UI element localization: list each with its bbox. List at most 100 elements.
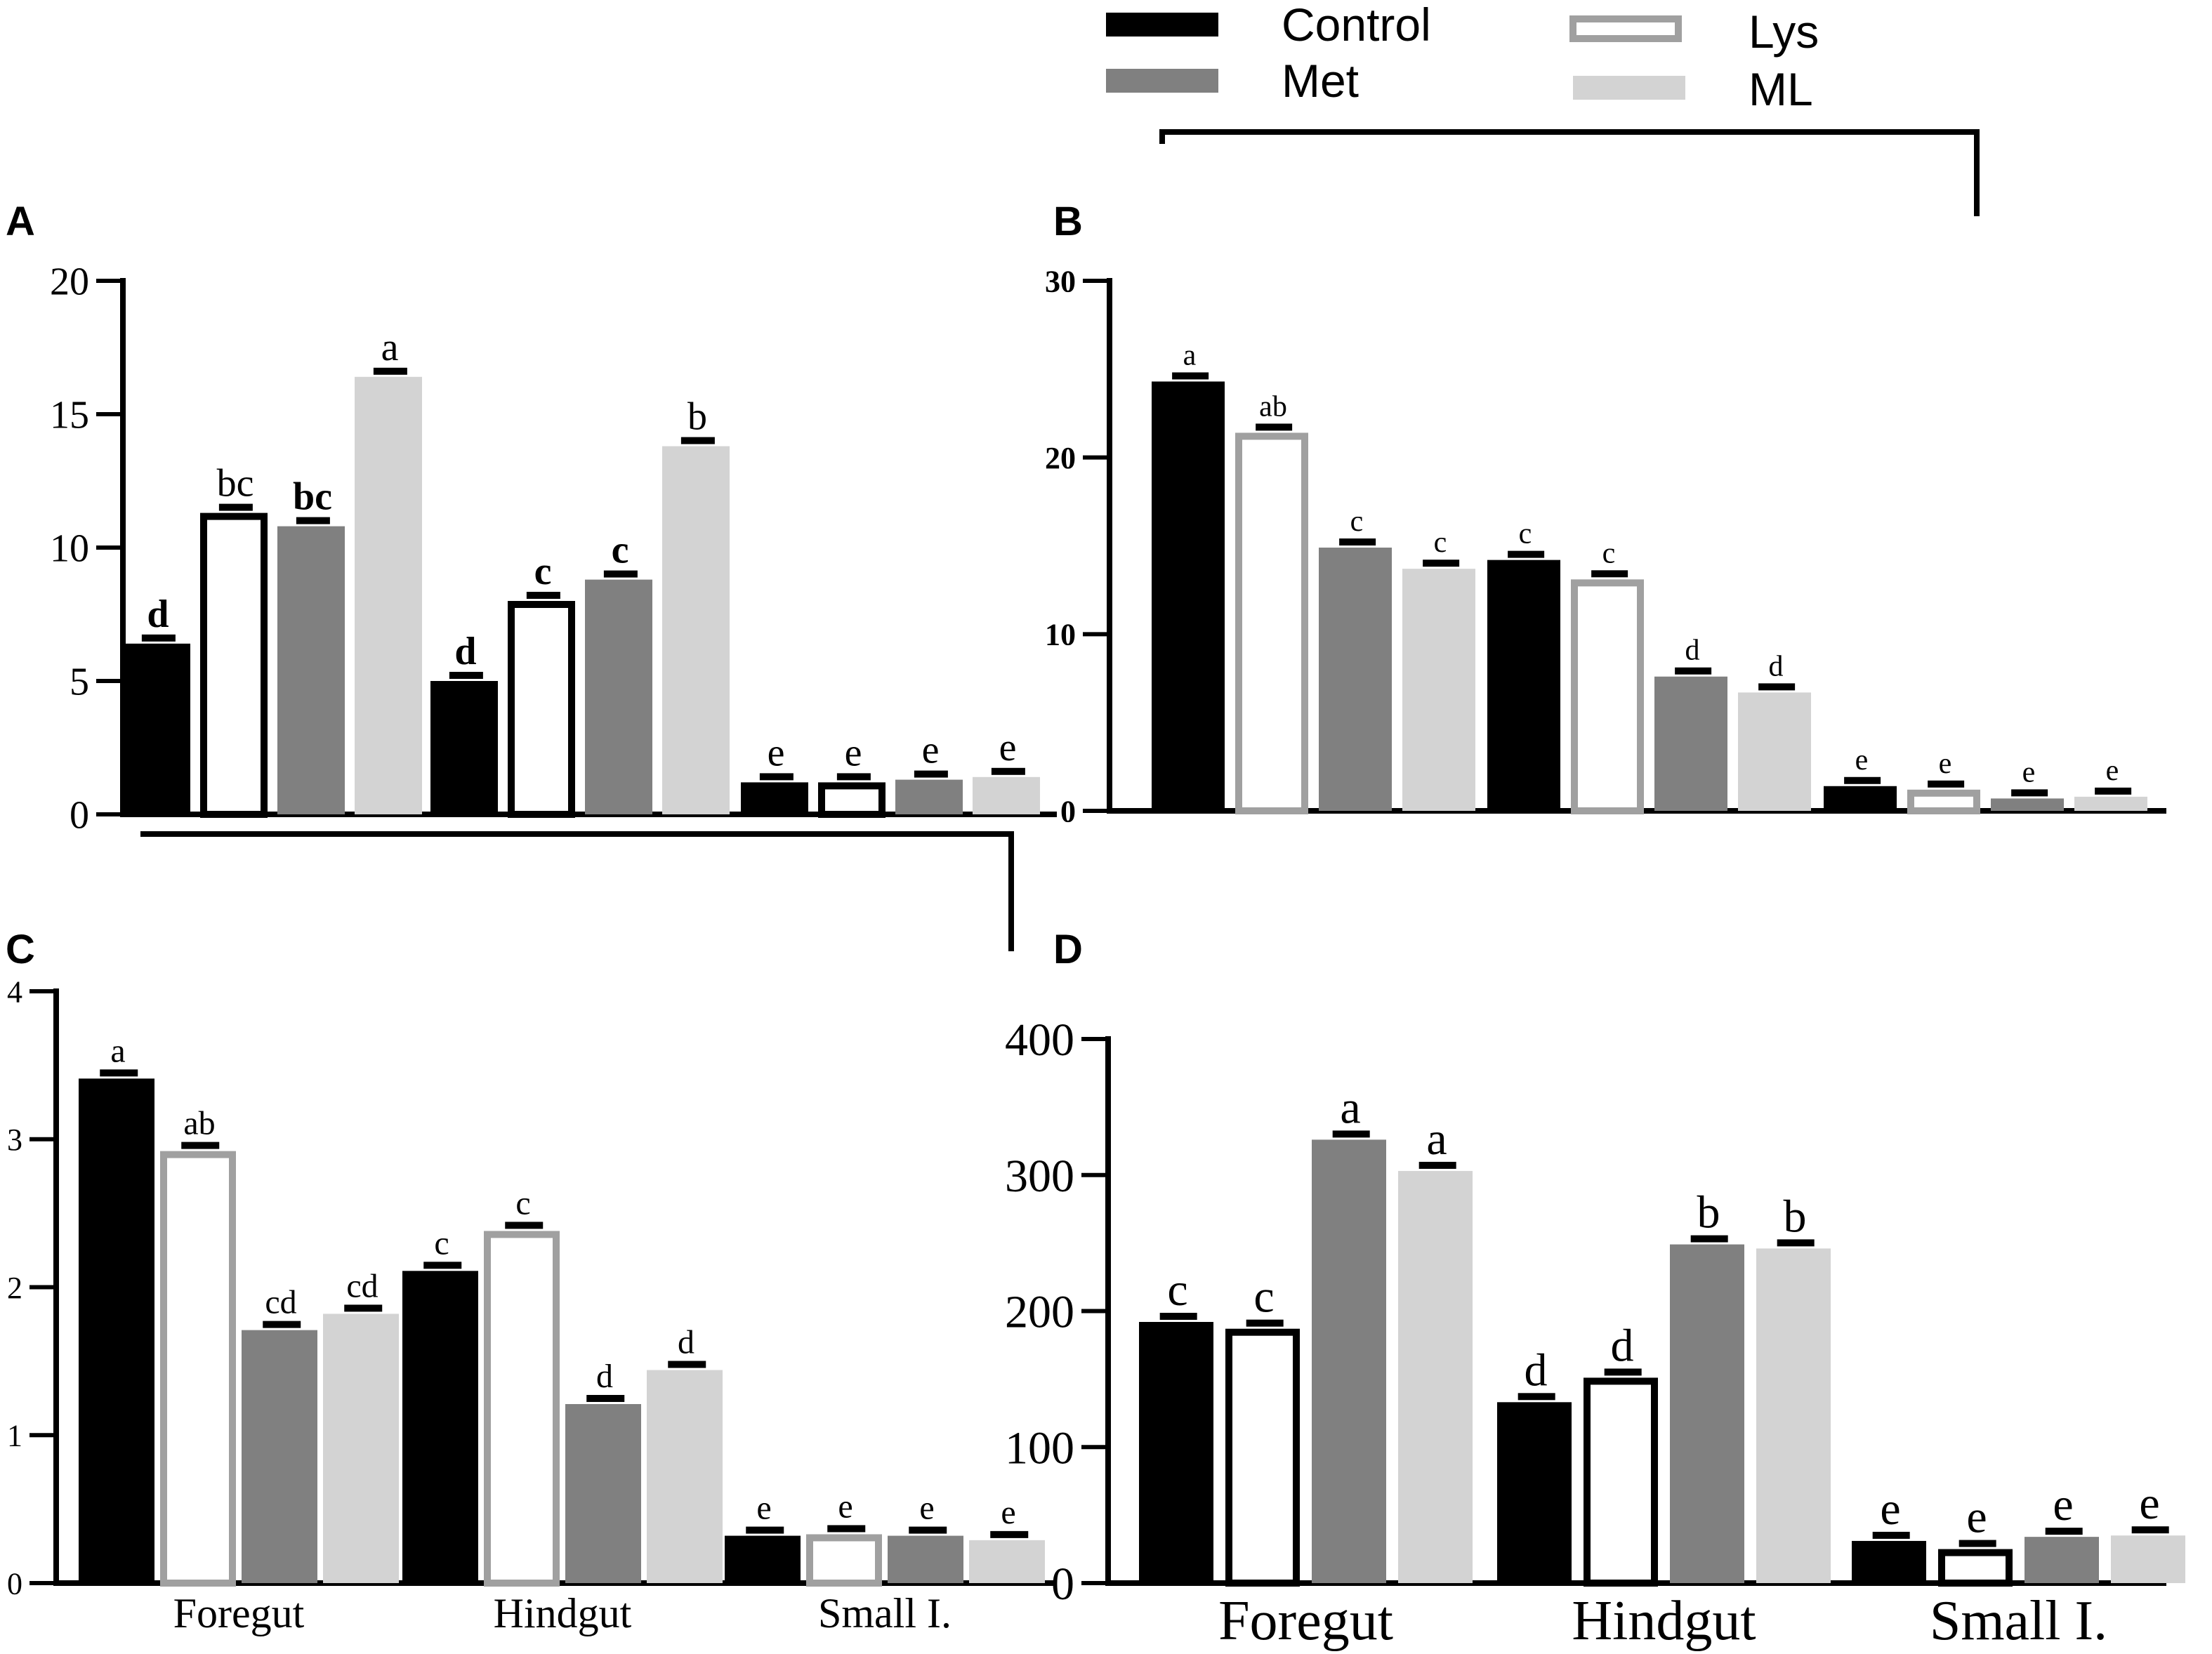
significance-label: e — [999, 726, 1017, 769]
error-bar-cap — [1928, 780, 1965, 788]
significance-label: c — [1350, 505, 1364, 538]
bar-lys — [1235, 432, 1308, 814]
bar-met — [1312, 1139, 1386, 1583]
significance-label: e — [1966, 1492, 1987, 1543]
legend-swatch-control — [1106, 13, 1218, 37]
bar-met — [1991, 798, 2064, 811]
bar-lys — [818, 782, 886, 819]
error-bar-cap — [1958, 1540, 1996, 1547]
bar-control — [1497, 1402, 1572, 1583]
error-bar-cap — [423, 1262, 462, 1269]
legend-label-ml: ML — [1749, 63, 1813, 115]
bar-lys — [200, 512, 268, 818]
category-label: Small I. — [818, 1590, 952, 1636]
significance-label: d — [147, 593, 169, 636]
error-bar-cap — [746, 1526, 784, 1534]
bar-met — [2025, 1537, 2099, 1583]
significance-label: a — [110, 1032, 125, 1069]
bar-ml — [323, 1314, 399, 1583]
error-bar-cap — [141, 634, 176, 642]
significance-label: e — [1880, 1483, 1900, 1535]
error-bar-cap — [1423, 560, 1460, 567]
significance-label: b — [1784, 1191, 1807, 1242]
error-bar-cap — [1690, 1235, 1728, 1243]
category-label: Foregut — [1218, 1590, 1393, 1652]
bar-met — [277, 526, 345, 814]
bar-lys — [1907, 789, 1980, 815]
panel-letter-d: D — [1053, 927, 1083, 972]
bar-ml — [1756, 1248, 1831, 1583]
y-tick-label: 20 — [1045, 441, 1076, 475]
error-bar-cap — [1508, 550, 1545, 558]
bar-lys — [484, 1231, 560, 1587]
significance-label: d — [1525, 1344, 1548, 1396]
category-label: Small I. — [1930, 1590, 2107, 1652]
error-bar-cap — [827, 1525, 866, 1533]
bar-ml — [1738, 692, 1811, 811]
bar-ml — [1398, 1170, 1473, 1583]
significance-label: c — [1253, 1271, 1274, 1323]
y-tick-label: 300 — [1005, 1151, 1074, 1202]
legend-swatch-ml — [1573, 76, 1685, 100]
error-bar-cap — [2095, 787, 2132, 795]
bar-lys — [508, 601, 575, 818]
panel-a-chart: 0 5 10 15 20 d bc bc a d c c b e e e e — [50, 260, 1057, 838]
significance-label: e — [2053, 1479, 2073, 1530]
significance-label: e — [1001, 1494, 1015, 1531]
y-tick-label: 1 — [7, 1419, 22, 1453]
error-bar-cap — [1604, 1368, 1642, 1376]
error-bar-cap — [909, 1526, 947, 1534]
error-bar-cap — [1418, 1161, 1456, 1169]
significance-label: c — [1602, 537, 1616, 569]
significance-label: e — [1939, 748, 1952, 780]
y-tick-label: 3 — [7, 1123, 22, 1157]
significance-label: e — [919, 1490, 934, 1527]
significance-label: e — [922, 729, 940, 772]
significance-label: c — [1519, 518, 1532, 550]
significance-label: d — [1611, 1320, 1634, 1371]
y-tick-label: 0 — [70, 794, 89, 838]
bar-lys — [806, 1534, 882, 1587]
bracket-line-top — [1159, 129, 1980, 216]
significance-label: bc — [217, 462, 254, 505]
bar-ml — [969, 1540, 1045, 1583]
bar-met — [585, 579, 652, 814]
bar-ml — [662, 446, 730, 814]
error-bar-cap — [668, 1361, 706, 1368]
category-label: Hindgut — [494, 1590, 632, 1636]
error-bar-cap — [1172, 372, 1209, 380]
bar-met — [1654, 676, 1727, 811]
error-bar-cap — [1844, 776, 1881, 784]
legend-swatch-lys — [1569, 15, 1682, 42]
significance-label: a — [1340, 1082, 1360, 1133]
bar-control — [1139, 1322, 1213, 1583]
legend-label-control: Control — [1282, 0, 1431, 51]
bar-control — [725, 1535, 801, 1583]
bar-met — [1319, 548, 1392, 811]
error-bar-cap — [759, 773, 794, 781]
error-bar-cap — [1872, 1531, 1910, 1539]
bar-lys — [160, 1151, 236, 1587]
error-bar-cap — [991, 767, 1025, 775]
error-bar-cap — [1339, 538, 1376, 546]
significance-label: e — [768, 731, 785, 774]
y-tick-label: 20 — [50, 260, 89, 304]
significance-label: b — [687, 395, 707, 439]
significance-label: c — [434, 1224, 449, 1262]
bar-control — [1824, 786, 1897, 811]
y-tick-label: 4 — [7, 974, 22, 1009]
legend-swatch-met — [1106, 69, 1218, 93]
error-bar-cap — [914, 770, 948, 778]
error-bar-cap — [373, 367, 407, 375]
error-bar-cap — [603, 570, 638, 578]
y-tick-label: 5 — [70, 661, 89, 704]
y-tick-label: 0 — [1060, 794, 1076, 828]
significance-label: ab — [183, 1105, 215, 1142]
category-label: Hindgut — [1572, 1590, 1756, 1652]
legend: Control Met Lys ML — [1106, 0, 1819, 115]
significance-label: bc — [293, 475, 332, 519]
significance-label: a — [1183, 339, 1197, 371]
bar-control — [1852, 1540, 1926, 1583]
bar-control — [123, 643, 190, 814]
bar-ml — [2074, 796, 2147, 811]
